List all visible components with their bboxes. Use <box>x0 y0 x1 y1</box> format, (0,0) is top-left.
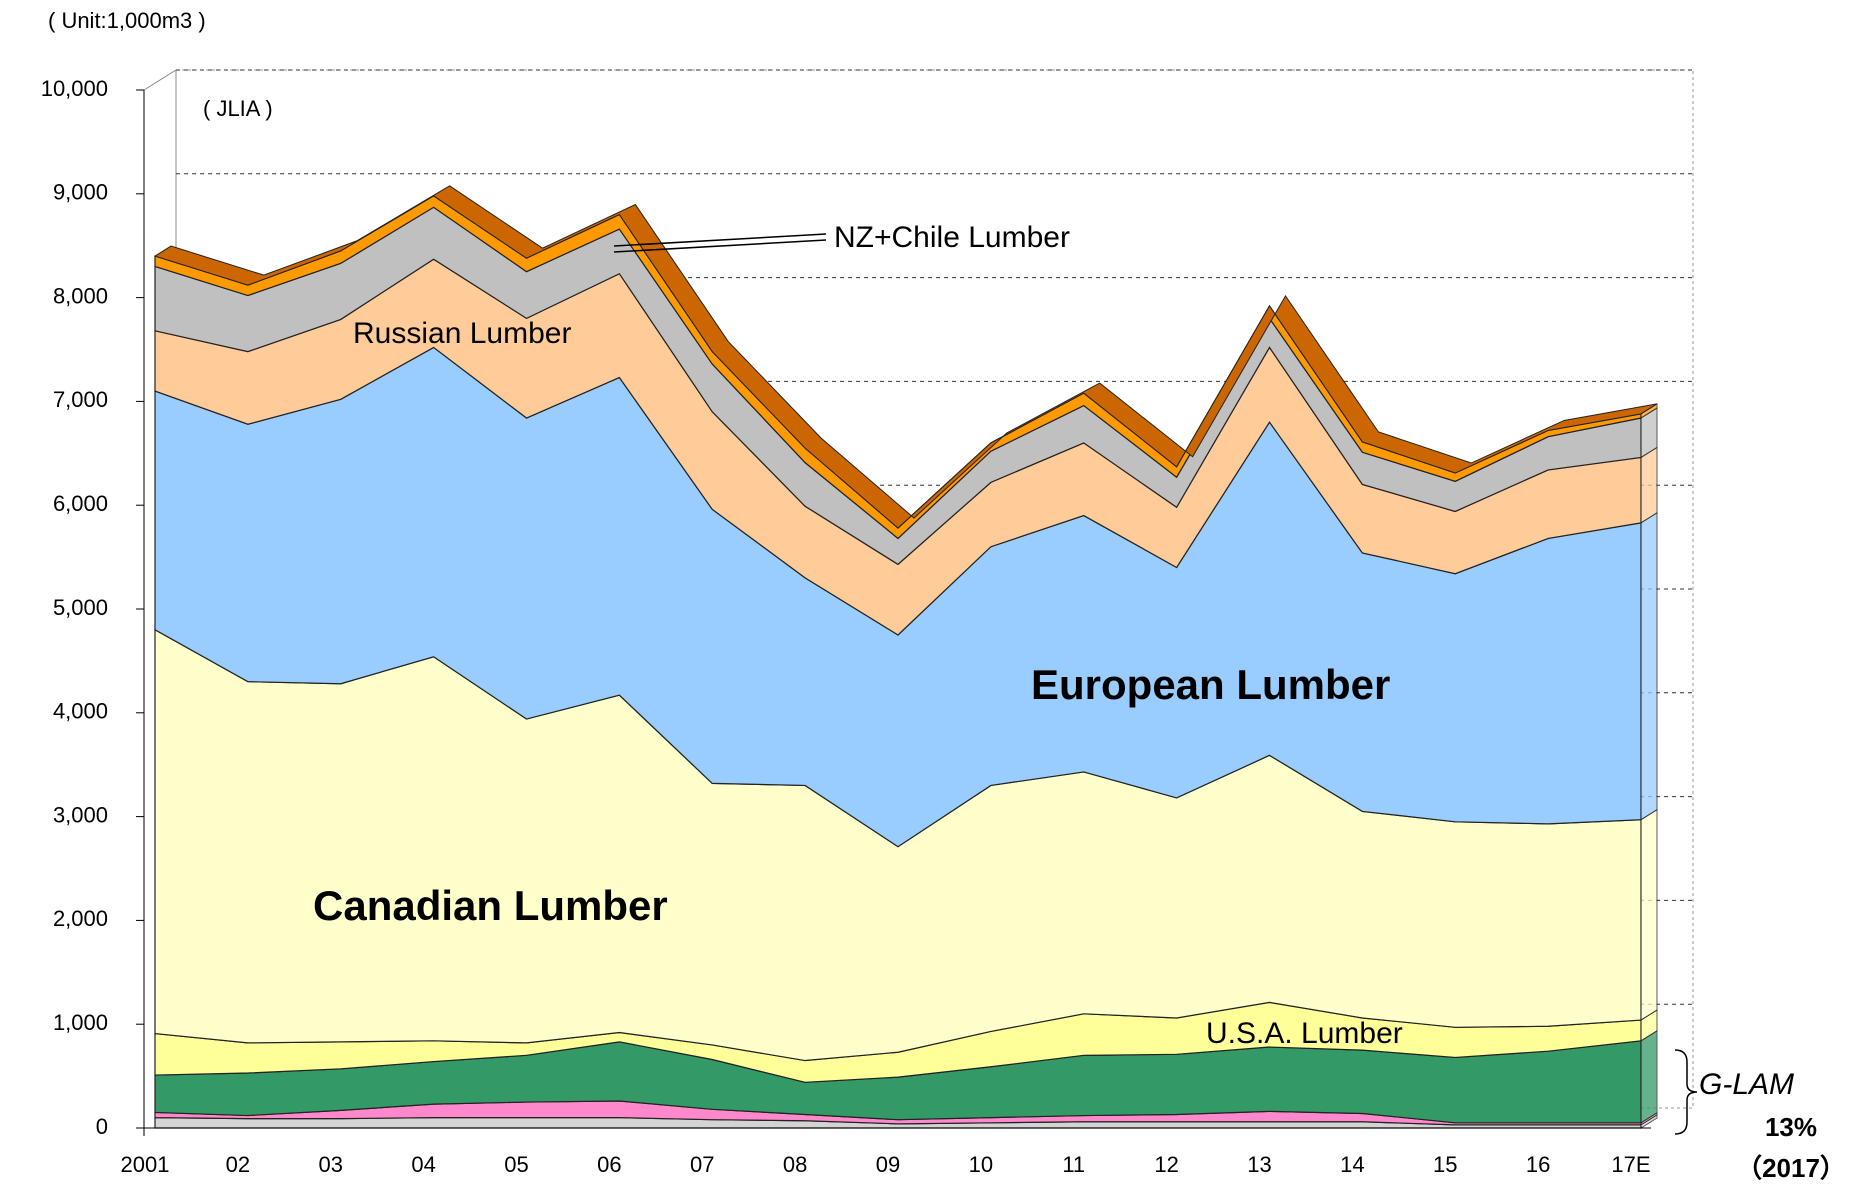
x-tick-label: 07 <box>690 1152 714 1177</box>
y-tick-label: 5,000 <box>53 595 108 620</box>
y-tick-label: 10,000 <box>41 76 108 101</box>
x-tick-label: 10 <box>969 1152 993 1177</box>
x-tick-label: 04 <box>411 1152 435 1177</box>
top-face <box>153 185 1658 529</box>
side-face <box>1640 446 1658 524</box>
series-label: NZ+Chile Lumber <box>834 221 1070 254</box>
series-label: U.S.A. Lumber <box>1206 1017 1403 1050</box>
x-tick-label: 05 <box>504 1152 528 1177</box>
x-tick-label: 11 <box>1062 1152 1085 1177</box>
y-tick-label: 7,000 <box>53 387 108 412</box>
y-tick-label: 4,000 <box>53 699 108 724</box>
x-tick-label: 12 <box>1154 1152 1178 1177</box>
y-tick-label: 6,000 <box>53 491 108 516</box>
x-tick-label: 06 <box>597 1152 621 1177</box>
y-tick-label: 0 <box>96 1114 108 1139</box>
side-face <box>1640 511 1658 821</box>
leader-line <box>613 233 827 247</box>
source-note: ( JLIA ) <box>203 96 273 121</box>
leader-line <box>613 239 827 253</box>
y-tick-label: 9,000 <box>53 180 108 205</box>
glam-year: （2017） <box>1736 1153 1846 1183</box>
x-tick-label: 15 <box>1433 1152 1457 1177</box>
side-face <box>1640 1029 1658 1124</box>
x-tick-label: 14 <box>1340 1152 1364 1177</box>
x-tick-label: 17E <box>1611 1152 1650 1177</box>
side-edge <box>143 69 177 91</box>
x-tick-label: 13 <box>1247 1152 1271 1177</box>
unit-note: ( Unit:1,000m3 ) <box>48 8 206 33</box>
y-tick-label: 3,000 <box>53 802 108 827</box>
y-tick-label: 8,000 <box>53 283 108 308</box>
series-label: Russian Lumber <box>353 317 571 350</box>
y-tick-label: 1,000 <box>53 1010 108 1035</box>
x-tick-label: 02 <box>226 1152 250 1177</box>
y-tick-label: 2,000 <box>53 906 108 931</box>
series-label: Canadian Lumber <box>313 882 668 929</box>
series-label: European Lumber <box>1031 661 1390 708</box>
glam-share: 13% <box>1765 1112 1817 1142</box>
x-tick-label: 2001 <box>121 1152 170 1177</box>
glam-label: G-LAM <box>1699 1068 1794 1101</box>
x-tick-label: 03 <box>319 1152 343 1177</box>
side-face <box>1640 808 1658 1021</box>
x-tick-label: 08 <box>783 1152 807 1177</box>
x-tick-label: 09 <box>876 1152 900 1177</box>
x-tick-label: 16 <box>1526 1152 1550 1177</box>
glam-brace <box>1674 1049 1698 1135</box>
